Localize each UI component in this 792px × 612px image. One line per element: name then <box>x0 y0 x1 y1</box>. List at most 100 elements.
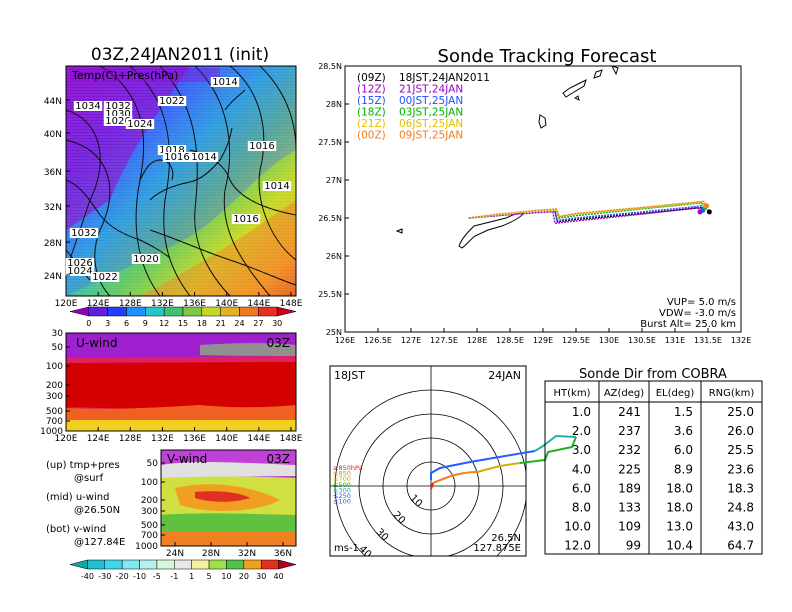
cobra-cell: 1.5 <box>674 405 693 419</box>
pressure-label: 1014 <box>212 77 237 88</box>
cobra-cell: 225 <box>618 462 641 476</box>
legend-time: 21JST,24JAN <box>399 84 463 96</box>
colorbar-swatch <box>276 306 297 317</box>
cobra-cell: 12.0 <box>564 539 591 553</box>
track-x-tick-label: 126.5E <box>364 336 392 345</box>
pressure-label: 1022 <box>159 96 184 107</box>
cobra-cell: 189 <box>618 481 641 495</box>
legend-time: 00JST,25JAN <box>399 95 463 107</box>
v-wind-frame <box>160 449 297 547</box>
u-y-tick-label: 700 <box>46 417 63 427</box>
cobra-header-cell: EL(deg) <box>656 388 695 399</box>
colorbar-swatch <box>107 306 127 317</box>
u-x-tick-label: 148E <box>280 434 303 444</box>
polar-wind-trace <box>430 434 577 490</box>
track-x-tick-label: 128.5E <box>496 336 524 345</box>
track-y-tick-label: 25N <box>326 328 342 337</box>
cobra-cell: 232 <box>618 443 641 457</box>
trace-orange <box>432 471 478 484</box>
colorbar-swatch <box>104 559 123 570</box>
track-x-tick-label: 130E <box>599 336 619 345</box>
height-legend-item: ≤100 <box>333 498 351 506</box>
polar-unit: ms-1 <box>334 543 359 554</box>
colorbar-tick-label: 24 <box>234 319 244 328</box>
lat-tick-label: 32N <box>44 203 62 213</box>
map-lat-axis: 44N 40N 36N 32N 28N 24N <box>44 97 70 282</box>
pressure-label-bg <box>103 101 133 111</box>
u-x-tick-label: 144E <box>247 434 270 444</box>
coastlines <box>66 89 246 281</box>
track-y-tick-label: 26.5N <box>318 214 342 223</box>
legend-code: (21Z) <box>357 118 386 130</box>
lon-tick-label: 144E <box>247 299 270 309</box>
lon-tick-label: 124E <box>87 299 110 309</box>
colorbar-tick-label: 15 <box>178 319 188 328</box>
trace-cyan <box>534 434 577 452</box>
pressure-label-bg <box>262 181 292 191</box>
note-mid-line1: (mid) u-wind <box>46 492 109 503</box>
colorbar-tick-label: 30 <box>256 572 266 581</box>
u-x-tick-label: 132E <box>151 434 174 444</box>
pressure-label: 1016 <box>233 214 258 225</box>
colorbar-swatch <box>174 559 192 570</box>
pressure-label-bg <box>157 96 187 106</box>
pressure-label: 1016 <box>164 152 189 163</box>
colorbar-tick-label: 21 <box>216 319 226 328</box>
cobra-cell: 3.6 <box>674 424 693 438</box>
cobra-table-frame <box>544 380 763 555</box>
colorbar-swatch <box>220 306 240 317</box>
okinawa-island <box>458 212 526 249</box>
pressure-label: 1014 <box>264 181 289 192</box>
lon-tick-label: 132E <box>151 299 174 309</box>
map-frame <box>65 65 297 297</box>
pressure-label-bg <box>162 152 192 162</box>
track-x-tick-label: 131.5E <box>694 336 722 345</box>
lat-tick-label: 40N <box>44 130 62 140</box>
note-bot-line1: (bot) v-wind <box>46 524 106 535</box>
u-wind-surface-band <box>66 420 296 431</box>
lat-tick-label: 24N <box>44 272 62 282</box>
u-wind-time: 03Z <box>267 336 291 350</box>
v-x-tick-label: 36N <box>274 549 292 559</box>
colorbar-tick-label: -10 <box>133 572 146 581</box>
u-x-tick-label: 136E <box>183 434 206 444</box>
polar-height-legend: ≥850hPa≤850≤700≤500≤300≤250≤100 <box>333 464 363 506</box>
info-vup: VUP= 5.0 m/s <box>667 297 736 308</box>
small-island <box>395 228 403 234</box>
tracking-series <box>468 200 712 225</box>
track-x-tick-label: 130.5E <box>628 336 656 345</box>
v-wind-section <box>161 450 296 546</box>
track-series-line <box>468 206 701 225</box>
cobra-cell: 13.0 <box>666 520 693 534</box>
track-y-tick-label: 27.5N <box>318 138 342 147</box>
legend-code: (09Z) <box>357 72 386 84</box>
colorbar-swatch <box>208 559 227 570</box>
height-legend-item: ≥850hPa <box>333 464 363 472</box>
trace-green <box>519 436 577 464</box>
pressure-label-bg <box>125 119 155 129</box>
map-label-box <box>70 68 220 82</box>
cobra-cell: 241 <box>618 405 641 419</box>
track-x-tick-label: 129E <box>533 336 553 345</box>
track-y-tick-label: 28N <box>326 100 342 109</box>
cobra-cell: 18.0 <box>666 481 693 495</box>
v-wind-label: V-wind <box>167 452 207 466</box>
colorbar-swatch <box>87 559 106 570</box>
v-y-tick-label: 50 <box>147 459 159 469</box>
v-y-tick-label: 200 <box>141 496 158 506</box>
cobra-cell: 18.3 <box>727 481 754 495</box>
v-y-tick-label: 300 <box>141 507 158 517</box>
cobra-cell: 6.0 <box>572 481 591 495</box>
colorbar-tick-label: 0 <box>86 319 91 328</box>
northern-island-1 <box>538 114 547 129</box>
u-y-tick-label: 30 <box>52 329 64 339</box>
colorbar-swatch <box>88 306 108 317</box>
pressure-label: 1026 <box>105 116 130 127</box>
u-x-tick-label: 128E <box>119 434 142 444</box>
v-wind-time: 03Z <box>267 452 291 466</box>
pressure-label: 1026 <box>67 258 92 269</box>
legend-code: (15Z) <box>357 95 386 107</box>
u-y-tick-label: 200 <box>46 381 63 391</box>
tracking-frame <box>344 65 742 333</box>
pressure-label: 1032 <box>71 228 96 239</box>
